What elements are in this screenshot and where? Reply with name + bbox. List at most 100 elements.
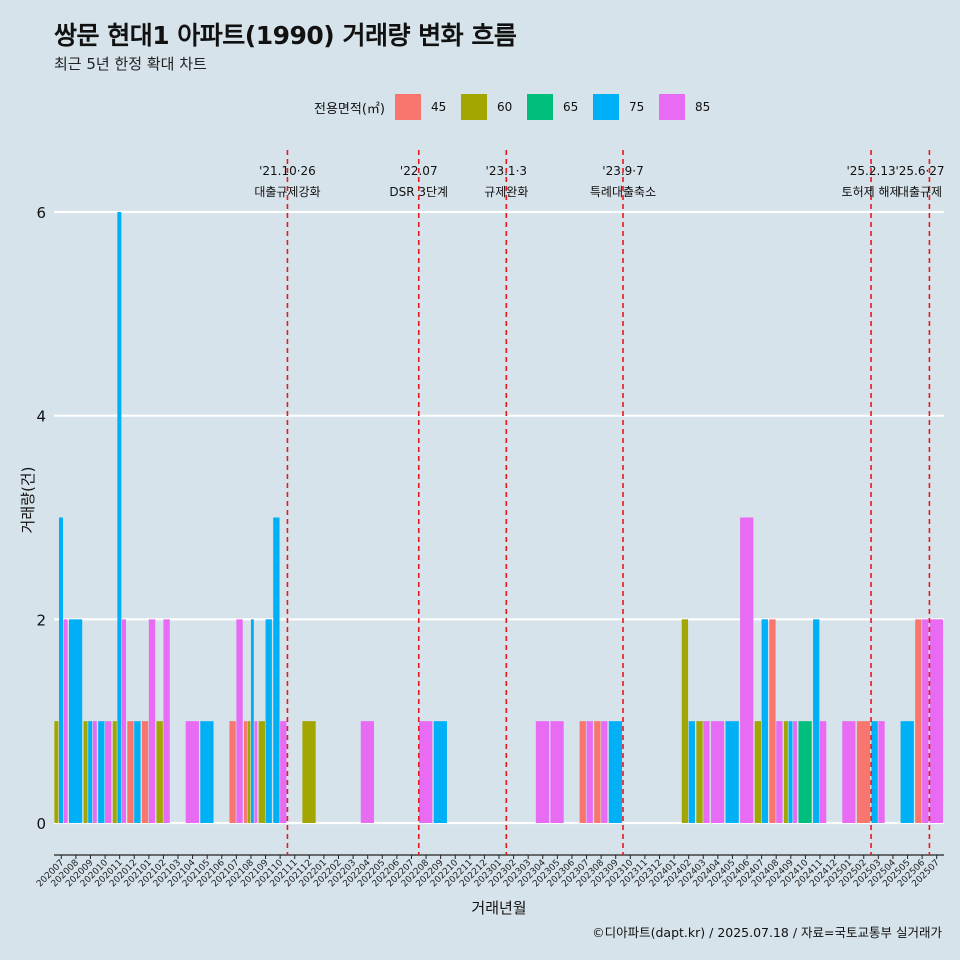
bar-202101-85 (148, 619, 156, 823)
y-tick-label-0: 0 (36, 815, 46, 833)
bar-202410-65 (798, 721, 812, 823)
bar-202411-85 (819, 721, 827, 823)
event-label-1: DSR 3단계 (389, 185, 448, 199)
legend-label-45: 45 (430, 100, 447, 114)
legend-label-75: 75 (628, 100, 645, 114)
bar-202403-85 (703, 721, 710, 823)
x-axis-title: 거래년월 (471, 899, 526, 917)
legend-swatch-75 (592, 94, 619, 120)
chart-title: 쌍문 현대1 아파트(1990) 거래량 변화 흐름 (54, 21, 517, 50)
bar-202506-85 (922, 619, 929, 823)
bar-202010-75 (98, 721, 105, 823)
bar-202108-85 (254, 721, 258, 823)
legend-title: 전용면적(㎡) (314, 101, 385, 117)
bar-202409-85 (793, 721, 798, 823)
bar-202502-45 (856, 721, 871, 823)
bar-202507-85 (929, 619, 944, 823)
bar-202011-85 (121, 619, 126, 823)
bar-202104-85 (185, 721, 199, 823)
bar-202505-75 (900, 721, 914, 823)
bar-202307-85 (586, 721, 593, 823)
bar-202305-85 (550, 721, 564, 823)
bar-202404-85 (710, 721, 725, 823)
bar-202408-85 (776, 721, 783, 823)
event-label-2: 규제완화 (484, 185, 528, 199)
bar-202110-75 (273, 517, 280, 823)
bar-202406-85 (740, 517, 754, 823)
bar-202107-45 (229, 721, 236, 823)
y-tick-label-4: 4 (36, 408, 46, 426)
chart-subtitle: 최근 5년 한정 확대 차트 (54, 55, 207, 73)
bar-202012-75 (134, 721, 141, 823)
bar-202407-75 (761, 619, 768, 823)
bar-202112-60 (302, 721, 316, 823)
bar-202108-75 (250, 619, 254, 823)
event-label-4: 토허제 해제 (842, 185, 901, 199)
bar-202102-85 (163, 619, 170, 823)
event-date-3: '23.9·7 (602, 164, 643, 178)
legend-item-85: 85 (658, 94, 717, 120)
bar-202503-85 (878, 721, 885, 823)
bar-202109-75 (265, 619, 272, 823)
legend-item-75: 75 (592, 94, 651, 120)
bar-202407-60 (754, 721, 762, 823)
bar-202209-75 (433, 721, 447, 823)
bar-202007-85 (63, 619, 68, 823)
bar-202101-45 (141, 721, 149, 823)
bar-202008-75 (68, 619, 83, 823)
y-axis-title: 거래량(건) (19, 467, 37, 534)
bar-202409-75 (788, 721, 793, 823)
event-date-4: '25.2.13 (846, 164, 895, 178)
legend-label-65: 65 (562, 100, 579, 114)
bar-202109-60 (258, 721, 265, 823)
bar-202007-60 (54, 721, 59, 823)
bar-202304-85 (535, 721, 550, 823)
event-date-0: '21.10·26 (259, 164, 316, 178)
bar-202011-60 (112, 721, 117, 823)
bar-202105-75 (200, 721, 214, 823)
bar-202010-85 (105, 721, 112, 823)
bar-202007-75 (58, 517, 64, 823)
bar-202405-75 (725, 721, 739, 823)
bar-202208-85 (419, 721, 433, 823)
bar-202107-85 (236, 619, 243, 823)
legend-item-60: 60 (460, 94, 519, 120)
y-tick-label-2: 2 (36, 611, 46, 629)
bar-202011-75 (117, 212, 122, 823)
source-footer: ©디아파트(dapt.kr) / 2025.07.18 / 자료=국토교통부 실… (592, 925, 942, 940)
legend-swatch-60 (460, 94, 487, 120)
bar-202503-75 (871, 721, 878, 823)
bar-202402-60 (681, 619, 689, 823)
event-label-3: 특례대출축소 (590, 185, 656, 199)
bar-202411-75 (813, 619, 820, 823)
bar-202403-60 (696, 721, 703, 823)
y-tick-label-6: 6 (36, 204, 46, 222)
bar-202108-60 (247, 721, 251, 823)
bar-202102-60 (156, 721, 163, 823)
bar-202012-45 (127, 721, 134, 823)
bar-202009-75 (88, 721, 93, 823)
event-label-0: 대출규제강화 (254, 185, 320, 199)
bar-202408-45 (769, 619, 776, 823)
bar-202308-45 (594, 721, 601, 823)
bar-202009-85 (92, 721, 97, 823)
bar-202309-75 (608, 721, 623, 823)
event-date-1: '22.07 (400, 164, 438, 178)
legend-label-85: 85 (694, 100, 711, 114)
legend-item-45: 45 (394, 94, 453, 120)
bar-202204-85 (360, 721, 375, 823)
event-date-5: '25.6·27 (895, 164, 944, 178)
bar-202110-85 (280, 721, 287, 823)
legend-label-60: 60 (496, 100, 513, 114)
bar-202307-45 (579, 721, 586, 823)
bar-202506-45 (915, 619, 922, 823)
bar-202409-60 (783, 721, 788, 823)
bar-202402-75 (688, 721, 696, 823)
bar-202501-85 (842, 721, 856, 823)
legend-swatch-85 (658, 94, 685, 120)
event-date-2: '23.1·3 (486, 164, 527, 178)
legend: 전용면적(㎡) 45 60 65 75 85 (314, 93, 725, 121)
legend-item-65: 65 (526, 94, 585, 120)
bar-202009-60 (83, 721, 88, 823)
